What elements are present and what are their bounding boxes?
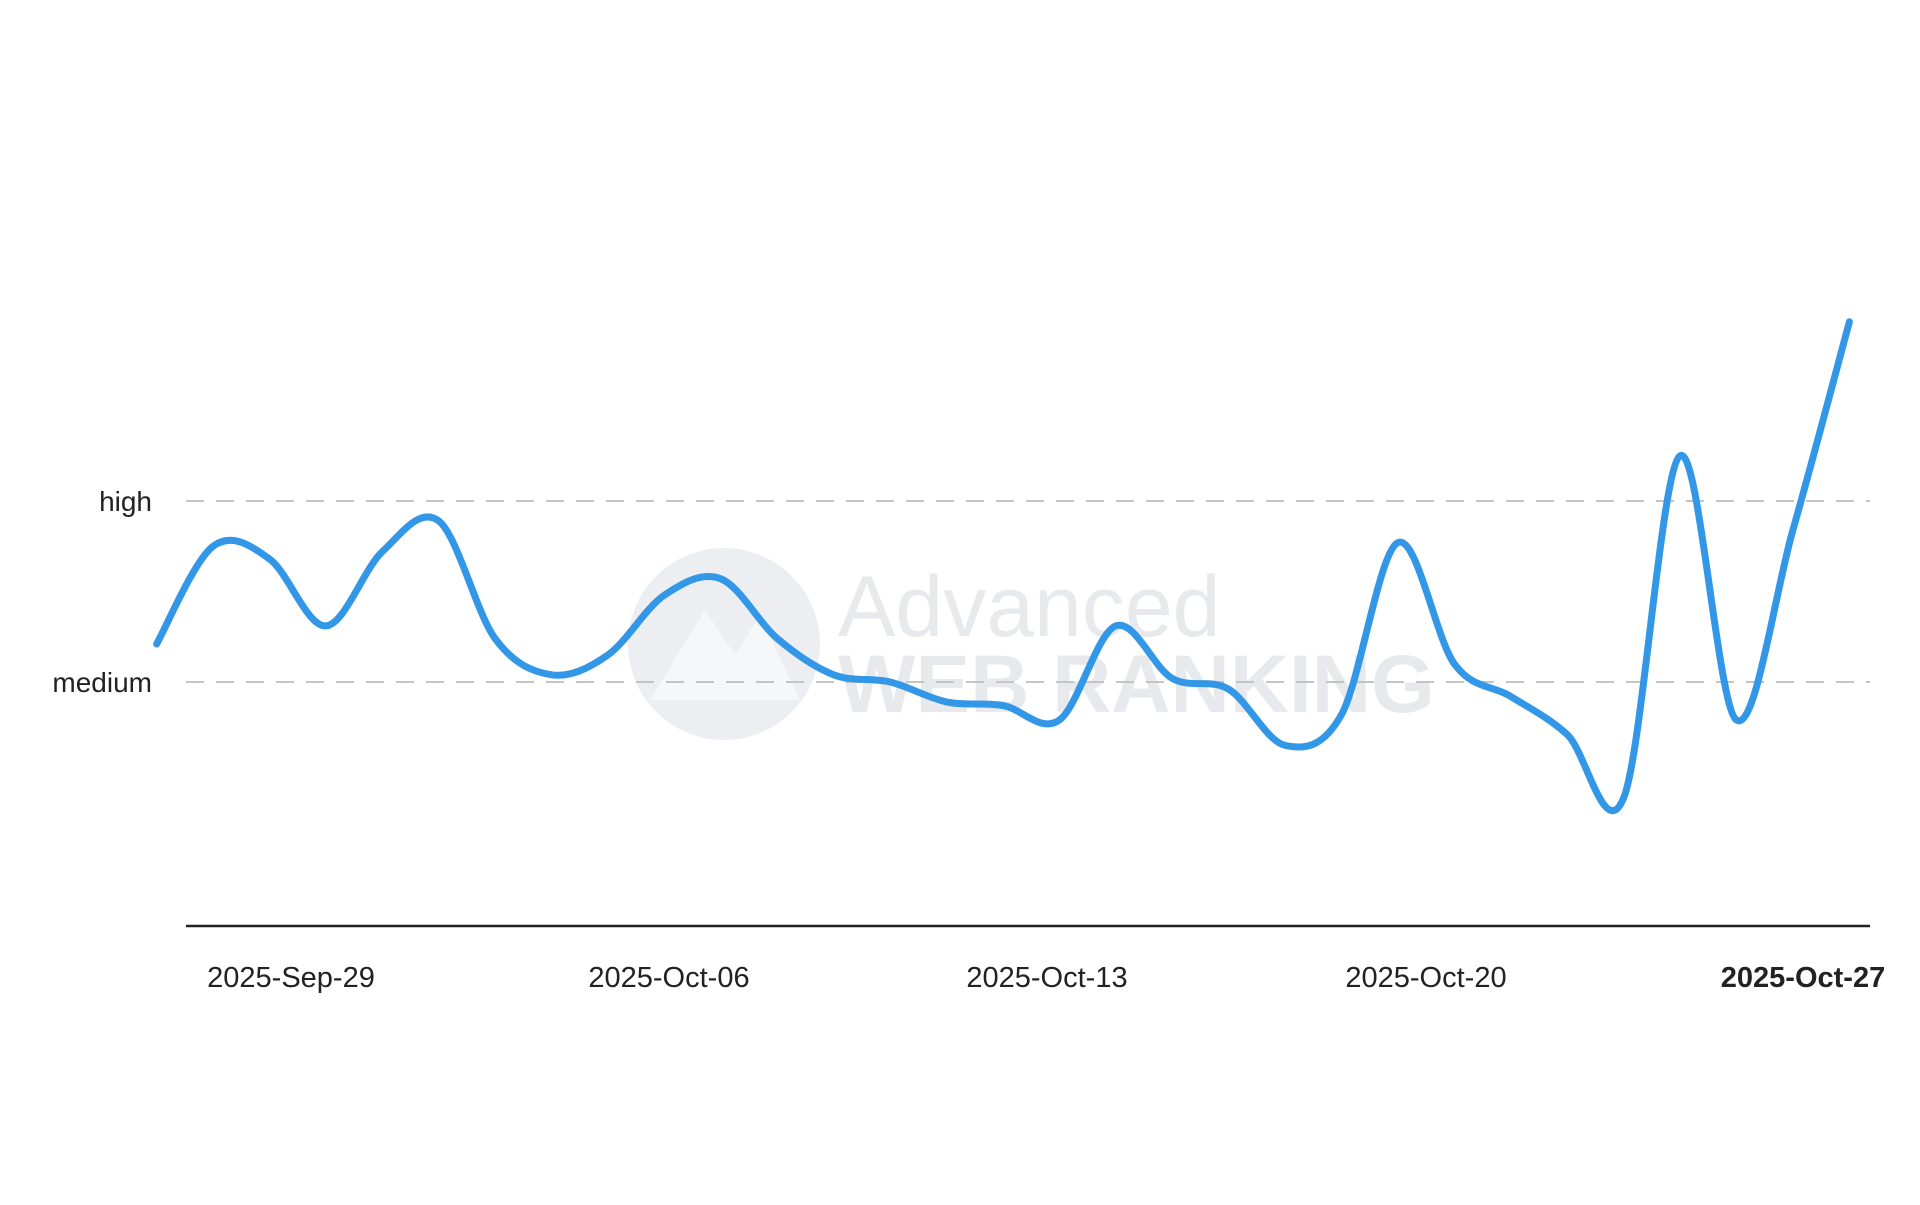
series-line (153, 318, 1853, 815)
watermark-logo: Advanced WEB RANKING (628, 548, 1435, 740)
x-tick-label-sep-29: 2025-Sep-29 (207, 962, 375, 994)
watermark-line1: Advanced (838, 559, 1221, 655)
x-tick-label-oct-20: 2025-Oct-20 (1345, 962, 1506, 994)
x-tick-label-oct-27: 2025-Oct-27 (1721, 962, 1885, 994)
x-tick-label-oct-13: 2025-Oct-13 (966, 962, 1127, 994)
watermark-mountain-icon (650, 610, 800, 700)
watermark-line2: WEB RANKING (838, 639, 1435, 730)
x-tick-label-oct-06: 2025-Oct-06 (588, 962, 749, 994)
y-tick-label-medium: medium (52, 667, 152, 698)
y-tick-label-high: high (99, 486, 152, 517)
